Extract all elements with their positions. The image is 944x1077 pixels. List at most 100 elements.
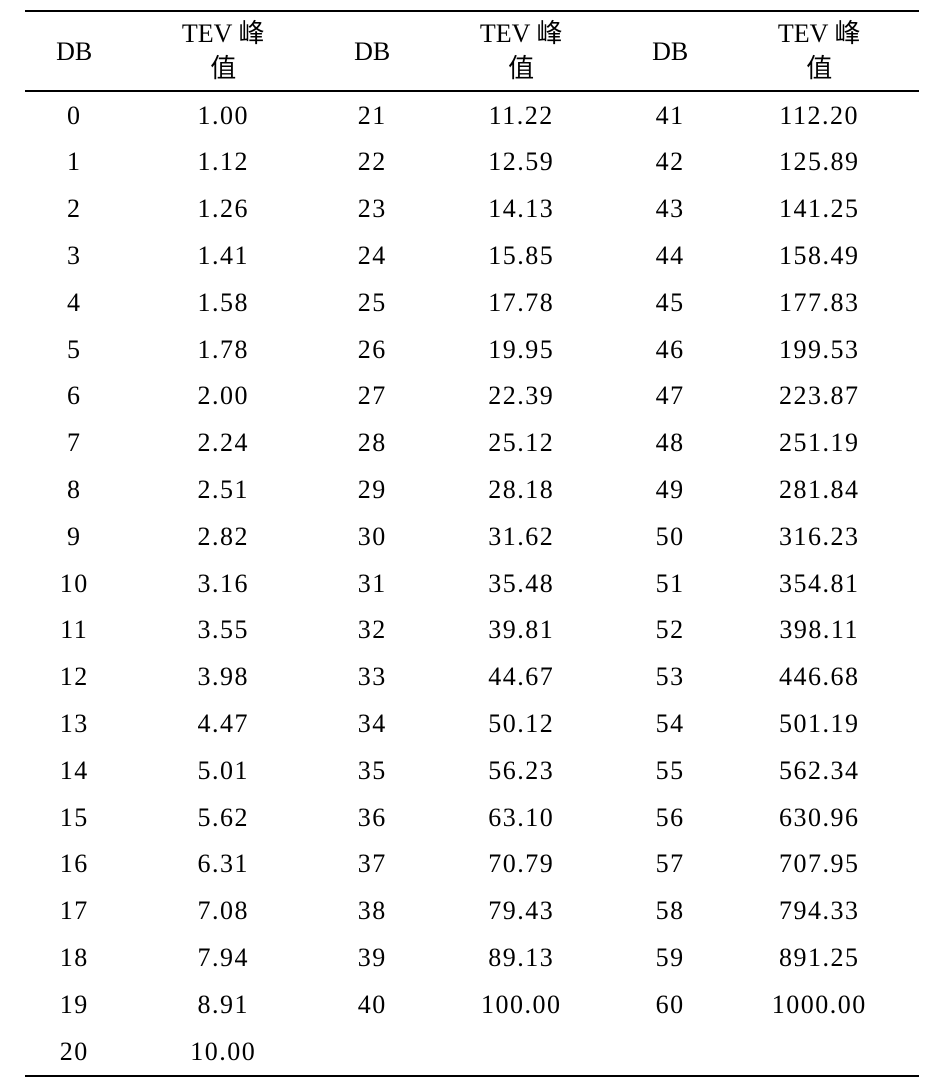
table-cell: 50	[621, 513, 719, 560]
table-cell: 36	[323, 794, 421, 841]
table-row: 11.122212.5942125.89	[25, 139, 919, 186]
table-cell: 562.34	[719, 747, 919, 794]
table-cell: 8	[25, 467, 123, 514]
table-cell: 79.43	[421, 888, 621, 935]
table-body: 01.002111.2241112.2011.122212.5942125.89…	[25, 91, 919, 1076]
table-cell: 1.78	[123, 326, 323, 373]
header-tev-text-1a: TEV 峰	[182, 19, 265, 48]
header-tev-text-1b: 值	[210, 54, 236, 83]
table-cell: 12.59	[421, 139, 621, 186]
table-cell: 4	[25, 279, 123, 326]
table-cell	[323, 1028, 421, 1076]
table-cell	[421, 1028, 621, 1076]
table-cell: 112.20	[719, 91, 919, 139]
table-cell: 25	[323, 279, 421, 326]
table-cell: 46	[621, 326, 719, 373]
table-cell: 59	[621, 935, 719, 982]
header-tev-text-2b: 值	[508, 54, 534, 83]
table-cell: 7	[25, 420, 123, 467]
table-cell: 8.91	[123, 981, 323, 1028]
table-cell: 1.58	[123, 279, 323, 326]
table-cell: 48	[621, 420, 719, 467]
table-cell: 30	[323, 513, 421, 560]
table-row: 01.002111.2241112.20	[25, 91, 919, 139]
table-row: 145.013556.2355562.34	[25, 747, 919, 794]
header-db-1: DB	[25, 11, 123, 91]
table-cell: 13	[25, 701, 123, 748]
table-cell: 2.51	[123, 467, 323, 514]
header-tev-text-2a: TEV 峰	[480, 19, 563, 48]
table-cell: 141.25	[719, 186, 919, 233]
table-cell: 35	[323, 747, 421, 794]
table-cell: 23	[323, 186, 421, 233]
table-cell: 24	[323, 233, 421, 280]
table-cell: 22	[323, 139, 421, 186]
table-cell: 56	[621, 794, 719, 841]
table-cell: 2.24	[123, 420, 323, 467]
header-db-2: DB	[323, 11, 421, 91]
table-cell: 27	[323, 373, 421, 420]
table-cell: 28.18	[421, 467, 621, 514]
header-db-3: DB	[621, 11, 719, 91]
table-cell: 4.47	[123, 701, 323, 748]
table-cell: 41	[621, 91, 719, 139]
table-cell: 39	[323, 935, 421, 982]
table-row: 198.9140100.00601000.00	[25, 981, 919, 1028]
table-cell: 29	[323, 467, 421, 514]
table-cell: 100.00	[421, 981, 621, 1028]
table-cell: 794.33	[719, 888, 919, 935]
table-cell: 3	[25, 233, 123, 280]
table-row: 21.262314.1343141.25	[25, 186, 919, 233]
table-cell: 58	[621, 888, 719, 935]
table-cell: 5.01	[123, 747, 323, 794]
table-cell: 14.13	[421, 186, 621, 233]
table-cell: 5	[25, 326, 123, 373]
table-cell: 37	[323, 841, 421, 888]
table-cell	[719, 1028, 919, 1076]
table-cell: 19	[25, 981, 123, 1028]
table-cell: 33	[323, 654, 421, 701]
table-cell: 56.23	[421, 747, 621, 794]
table-cell: 177.83	[719, 279, 919, 326]
table-cell: 22.39	[421, 373, 621, 420]
table-cell: 2.00	[123, 373, 323, 420]
table-cell: 47	[621, 373, 719, 420]
table-cell: 89.13	[421, 935, 621, 982]
table-cell: 707.95	[719, 841, 919, 888]
header-tev-2: TEV 峰 值	[421, 11, 621, 91]
table-cell: 10.00	[123, 1028, 323, 1076]
table-cell: 15	[25, 794, 123, 841]
header-tev-3: TEV 峰 值	[719, 11, 919, 91]
table-cell: 501.19	[719, 701, 919, 748]
table-cell: 26	[323, 326, 421, 373]
table-cell: 1.12	[123, 139, 323, 186]
table-cell: 20	[25, 1028, 123, 1076]
table-cell: 45	[621, 279, 719, 326]
table-cell: 398.11	[719, 607, 919, 654]
table-cell: 35.48	[421, 560, 621, 607]
table-cell: 7.94	[123, 935, 323, 982]
table-cell: 891.25	[719, 935, 919, 982]
table-row: 166.313770.7957707.95	[25, 841, 919, 888]
table-cell: 63.10	[421, 794, 621, 841]
table-cell: 70.79	[421, 841, 621, 888]
table-cell: 6.31	[123, 841, 323, 888]
table-cell: 39.81	[421, 607, 621, 654]
table-row: 123.983344.6753446.68	[25, 654, 919, 701]
table-row: 31.412415.8544158.49	[25, 233, 919, 280]
table-cell: 1	[25, 139, 123, 186]
table-row: 41.582517.7845177.83	[25, 279, 919, 326]
table-cell: 14	[25, 747, 123, 794]
table-cell: 158.49	[719, 233, 919, 280]
table-cell: 55	[621, 747, 719, 794]
table-cell: 2.82	[123, 513, 323, 560]
table-cell: 316.23	[719, 513, 919, 560]
table-cell	[621, 1028, 719, 1076]
table-cell: 19.95	[421, 326, 621, 373]
table-row: 103.163135.4851354.81	[25, 560, 919, 607]
table-cell: 28	[323, 420, 421, 467]
table-cell: 5.62	[123, 794, 323, 841]
table-cell: 3.16	[123, 560, 323, 607]
table-cell: 16	[25, 841, 123, 888]
table-cell: 21	[323, 91, 421, 139]
